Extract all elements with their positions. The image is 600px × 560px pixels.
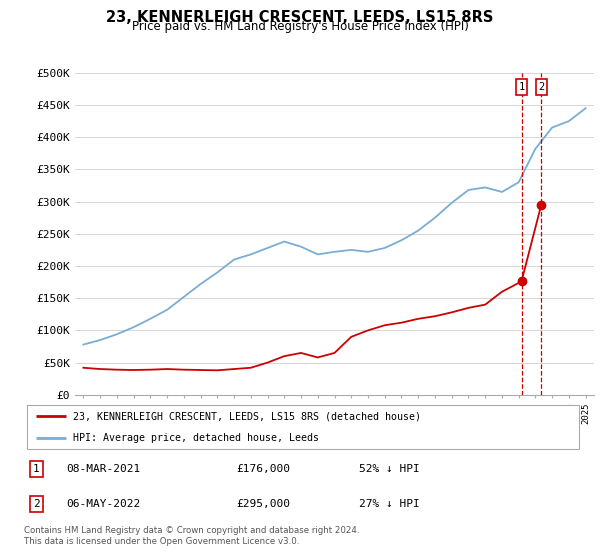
Text: Contains HM Land Registry data © Crown copyright and database right 2024.
This d: Contains HM Land Registry data © Crown c… [24,526,359,546]
FancyBboxPatch shape [27,405,579,449]
Text: 27% ↓ HPI: 27% ↓ HPI [359,499,419,509]
Text: HPI: Average price, detached house, Leeds: HPI: Average price, detached house, Leed… [73,433,319,443]
Text: £176,000: £176,000 [236,464,290,474]
Text: £295,000: £295,000 [236,499,290,509]
Text: 06-MAY-2022: 06-MAY-2022 [66,499,140,509]
Text: 08-MAR-2021: 08-MAR-2021 [66,464,140,474]
Text: 2: 2 [538,82,544,92]
Text: 52% ↓ HPI: 52% ↓ HPI [359,464,419,474]
Text: 23, KENNERLEIGH CRESCENT, LEEDS, LS15 8RS (detached house): 23, KENNERLEIGH CRESCENT, LEEDS, LS15 8R… [73,411,421,421]
Text: 23, KENNERLEIGH CRESCENT, LEEDS, LS15 8RS: 23, KENNERLEIGH CRESCENT, LEEDS, LS15 8R… [106,10,494,25]
Text: 1: 1 [33,464,40,474]
Text: 1: 1 [518,82,524,92]
Text: 2: 2 [33,499,40,509]
Text: Price paid vs. HM Land Registry's House Price Index (HPI): Price paid vs. HM Land Registry's House … [131,20,469,33]
